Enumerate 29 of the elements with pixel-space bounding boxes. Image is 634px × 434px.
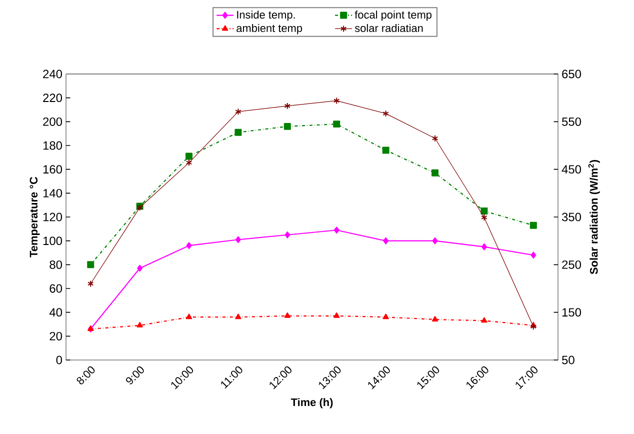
y2-tick-label: 150 [562,308,582,317]
y-tick-label: 20 [50,332,62,340]
y-tick-label: 180 [43,141,62,150]
y2-tick-label: 50 [562,356,574,364]
y-tick-label: 100 [43,236,62,246]
y-tick-label: 80 [50,260,62,269]
y-tick-label: 220 [43,94,62,102]
y2-tick-label: 250 [562,260,582,269]
legend-label: Inside temp. [237,10,295,21]
x-axis-title: Time (h) [290,398,333,408]
y2-tick-label: 650 [562,70,582,78]
y-tick-label: 40 [49,308,62,317]
y-tick-label: 140 [43,188,62,198]
y2-tick-label: 350 [562,212,582,222]
y-axis-title: Temperature °C [30,176,40,258]
y-tick-label: 120 [43,212,62,222]
y-tick-label: 60 [50,284,62,293]
y2-tick-label: 450 [562,165,582,174]
x-tick-label: 9:00 [126,366,144,384]
y-tick-label: 160 [43,165,62,174]
legend-label: ambient temp [236,24,302,34]
y-tick-label: 200 [43,117,62,126]
y-tick-label: 0 [56,356,62,364]
y-tick-label: 240 [43,70,62,78]
y2-axis-title: Solar radiation (W/m$^{2}$) [588,160,600,274]
legend-label: focal point temp [354,10,432,21]
y2-tick-label: 550 [562,117,582,126]
legend-label: solar radiatian [354,24,423,32]
x-tick-label: 8:00 [76,366,95,384]
